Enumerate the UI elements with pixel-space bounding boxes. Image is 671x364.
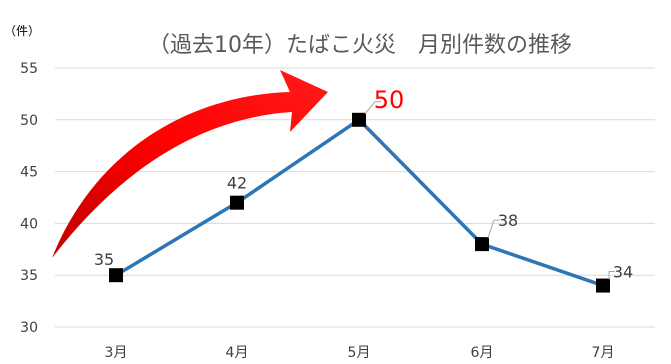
y-axis-ticks: 30 35 40 45 50 55 bbox=[20, 61, 38, 336]
data-point-marker bbox=[352, 112, 366, 127]
data-point-marker bbox=[475, 237, 489, 252]
data-point-marker bbox=[596, 278, 610, 293]
series-line bbox=[115, 118, 604, 288]
trend-arrow bbox=[52, 70, 328, 258]
data-point-marker bbox=[230, 195, 244, 210]
label-leader-line bbox=[608, 271, 615, 280]
unit-label: （件） bbox=[4, 24, 40, 38]
data-label: 34 bbox=[613, 263, 633, 282]
x-tick-label: 6月 bbox=[471, 345, 494, 361]
label-leader-line bbox=[364, 101, 381, 115]
y-tick-label: 50 bbox=[20, 113, 38, 129]
x-tick-label: 5月 bbox=[348, 345, 371, 361]
y-tick-label: 55 bbox=[20, 61, 38, 77]
data-point-marker bbox=[109, 268, 123, 283]
data-label: 35 bbox=[94, 250, 114, 269]
x-tick-label: 4月 bbox=[226, 345, 249, 361]
data-label: 38 bbox=[498, 211, 518, 230]
label-leader-line bbox=[487, 219, 500, 239]
data-label: 42 bbox=[227, 174, 247, 193]
data-labels: 35 42 50 38 34 bbox=[94, 86, 633, 282]
y-tick-label: 40 bbox=[20, 216, 38, 232]
data-label-highlight: 50 bbox=[374, 86, 405, 114]
grid-lines bbox=[55, 67, 655, 328]
y-tick-label: 30 bbox=[20, 320, 38, 336]
chart-title: （過去10年）たばこ火災 月別件数の推移 bbox=[148, 33, 572, 58]
y-tick-label: 35 bbox=[20, 268, 38, 284]
y-tick-label: 45 bbox=[20, 165, 38, 181]
x-axis-ticks: 3月 4月 5月 6月 7月 bbox=[105, 345, 615, 361]
x-tick-label: 3月 bbox=[105, 345, 128, 361]
series-line-group bbox=[109, 112, 610, 293]
x-tick-label: 7月 bbox=[592, 345, 615, 361]
